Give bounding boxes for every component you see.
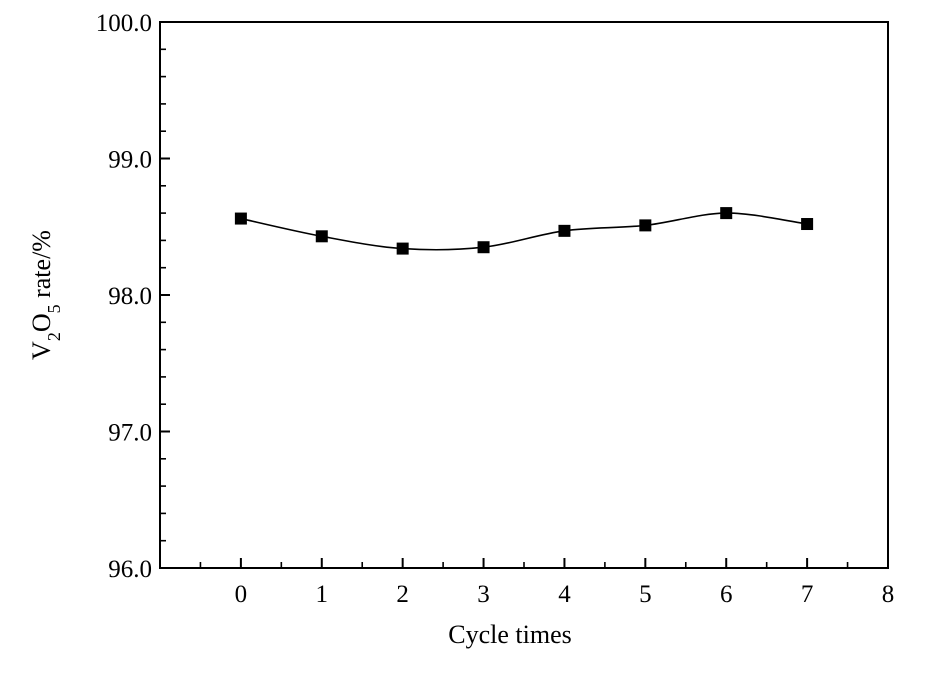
x-tick-label: 7 xyxy=(801,581,814,608)
major-ticks xyxy=(160,21,889,569)
data-point-marker xyxy=(234,212,247,225)
series-line xyxy=(240,212,808,251)
y-axis-title-part: 2 xyxy=(44,332,64,341)
x-tick-label: 1 xyxy=(316,581,329,608)
series-markers xyxy=(234,207,814,255)
data-point-marker xyxy=(396,242,409,255)
x-tick-label: 5 xyxy=(639,581,652,608)
y-axis-title-part: 5 xyxy=(44,304,64,313)
plot-area-frame xyxy=(159,21,889,569)
x-tick-label: 8 xyxy=(882,581,895,608)
x-tick-label: 0 xyxy=(235,581,248,608)
data-point-marker xyxy=(315,230,328,243)
y-axis-tick-labels: 96.0 97.0 98.0 99.0 100.0 xyxy=(96,10,152,583)
x-tick-label: 4 xyxy=(558,581,571,608)
x-tick-label: 2 xyxy=(396,581,409,608)
y-axis-title-part: O xyxy=(27,313,56,332)
y-tick-label: 97.0 xyxy=(108,420,152,447)
minor-ticks xyxy=(160,48,849,568)
x-axis-tick-labels: 0 1 2 3 4 5 6 7 8 xyxy=(235,581,895,608)
y-tick-label: 96.0 xyxy=(108,556,152,583)
y-tick-label: 99.0 xyxy=(108,147,152,174)
x-axis-title: Cycle times xyxy=(448,620,571,649)
x-tick-label: 6 xyxy=(720,581,733,608)
y-tick-label: 100.0 xyxy=(96,10,152,37)
data-point-marker xyxy=(801,218,814,231)
y-axis-title: V2O5 rate/% xyxy=(27,230,64,360)
data-point-marker xyxy=(558,224,571,237)
series-lines xyxy=(240,212,808,251)
y-axis-title-part: V xyxy=(27,341,56,360)
x-tick-label: 3 xyxy=(477,581,490,608)
y-axis-title-part: rate/% xyxy=(27,230,56,304)
data-point-marker xyxy=(720,207,733,220)
data-point-marker xyxy=(477,241,490,254)
y-tick-label: 98.0 xyxy=(108,283,152,310)
data-point-marker xyxy=(639,219,652,232)
